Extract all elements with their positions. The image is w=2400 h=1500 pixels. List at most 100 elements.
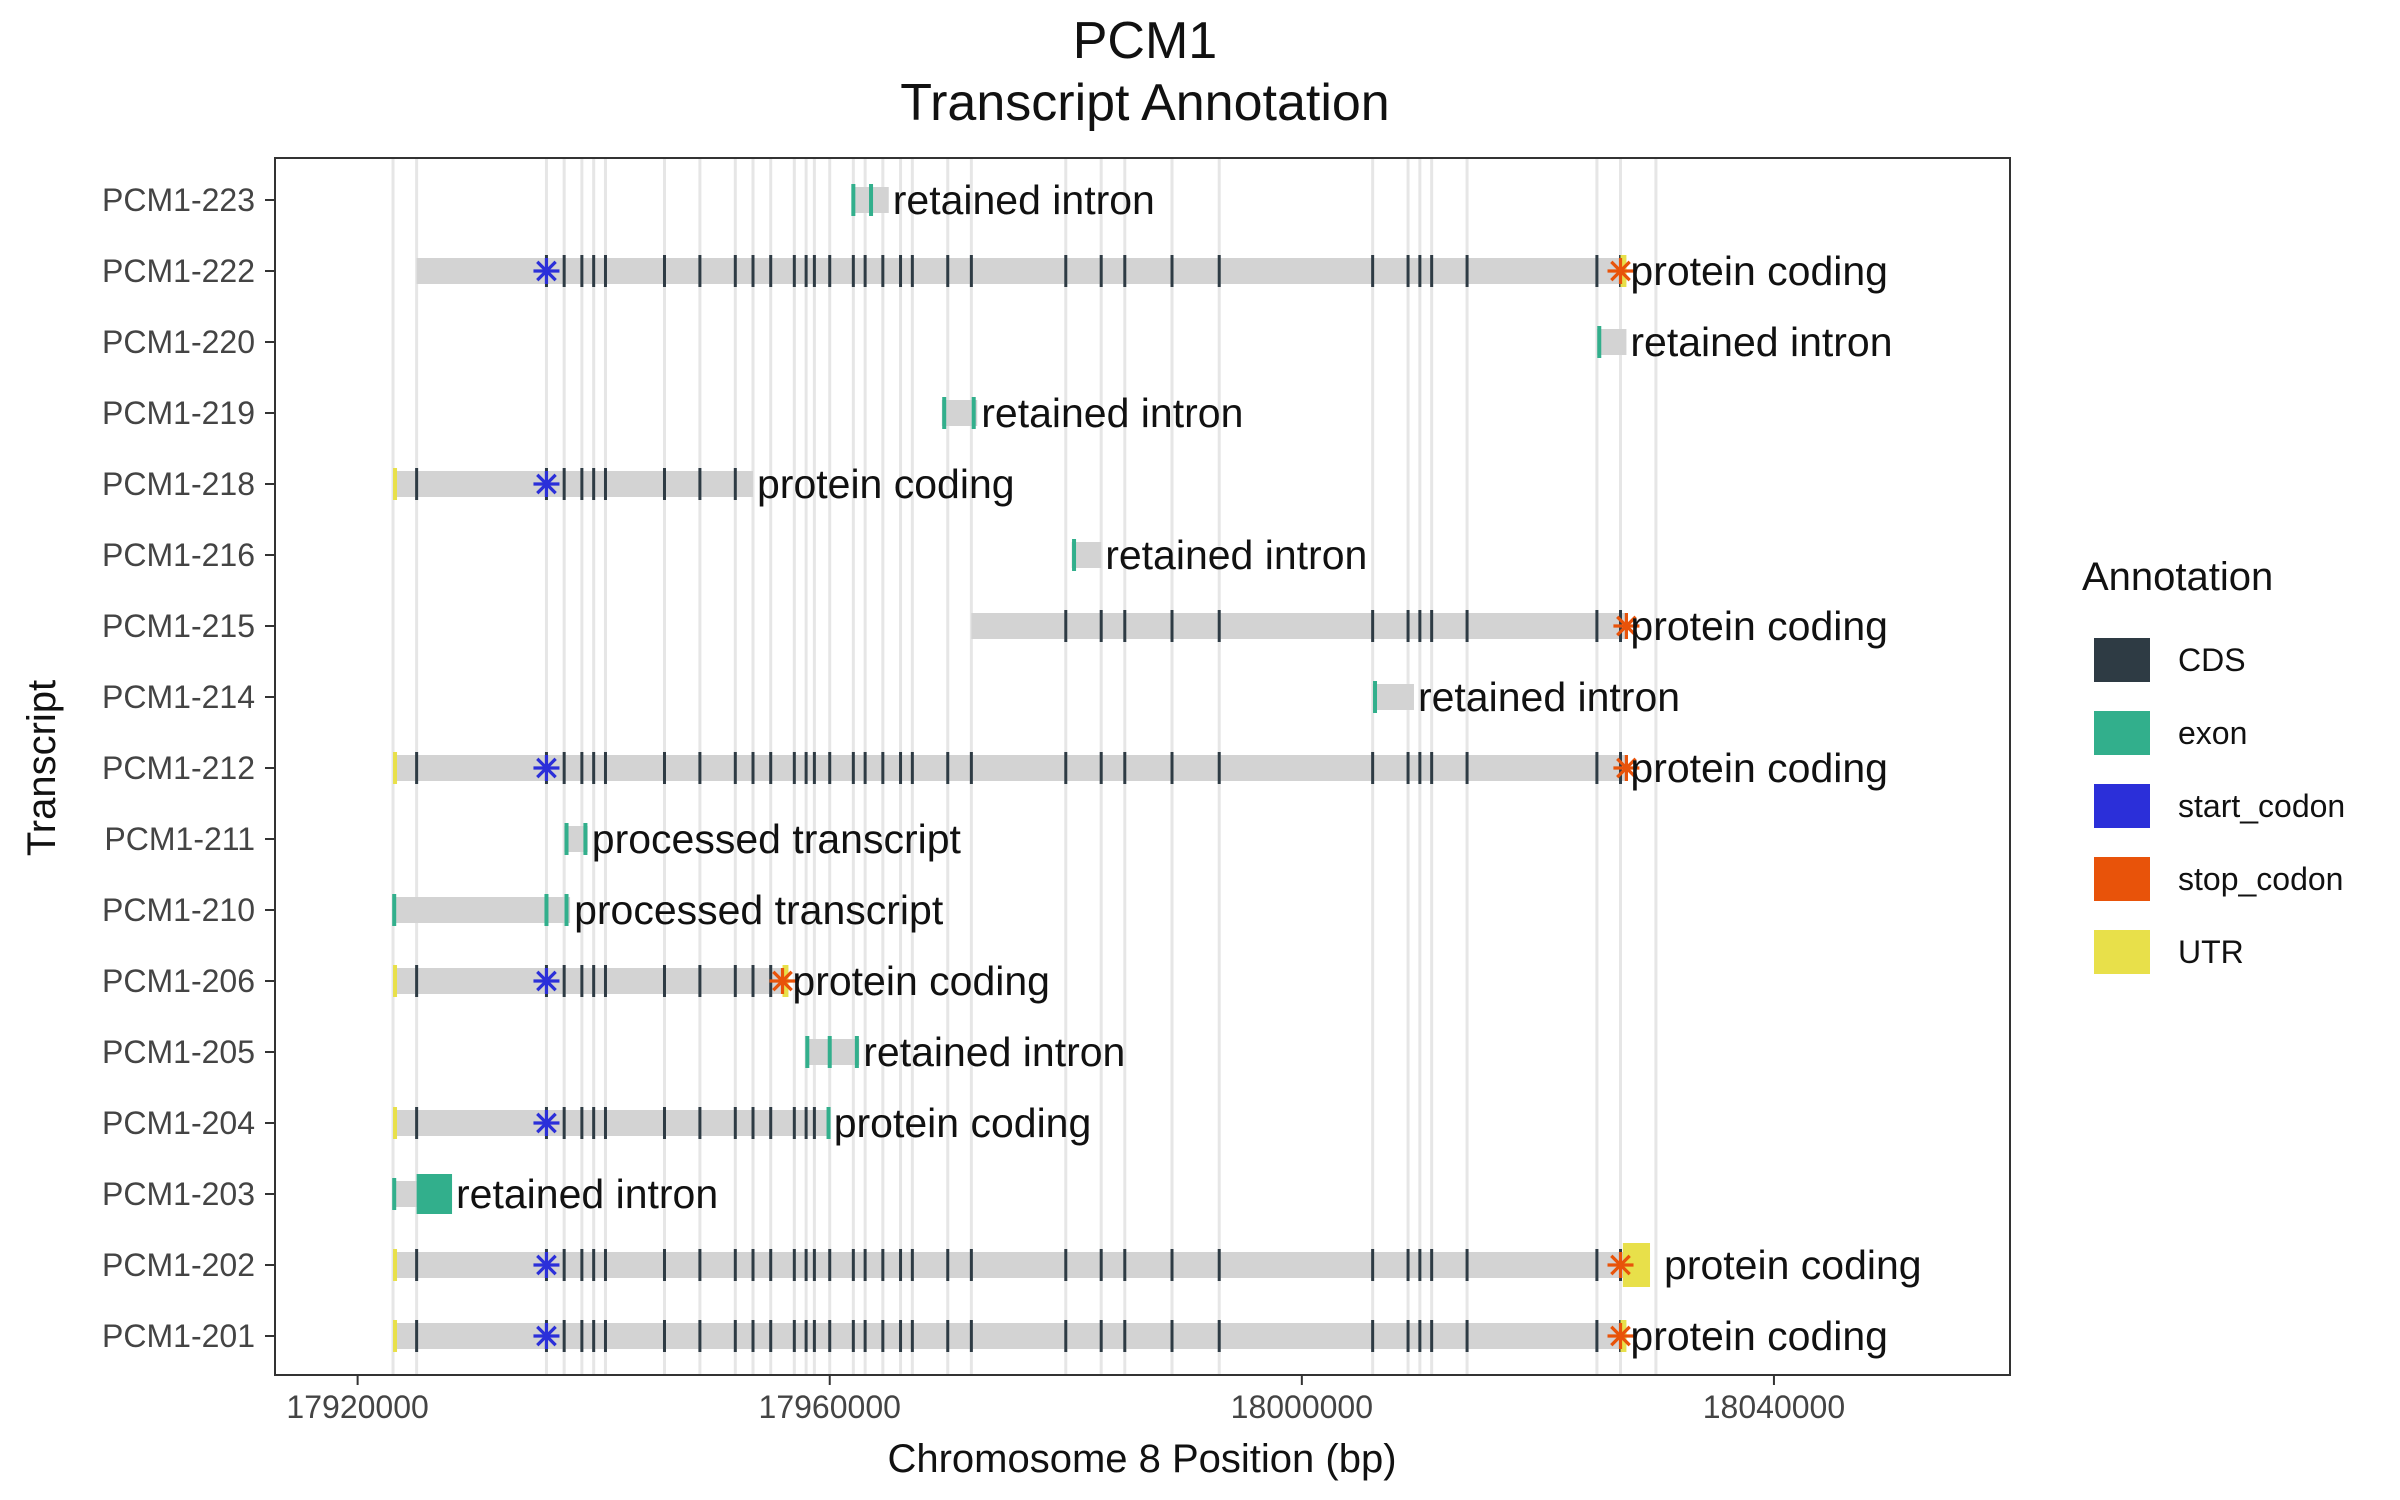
cds-block bbox=[1123, 1320, 1127, 1352]
x-tick-label: 17960000 bbox=[759, 1389, 901, 1425]
legend-label: start_codon bbox=[2178, 788, 2345, 824]
cds-block bbox=[733, 1320, 737, 1352]
y-tick-label: PCM1-211 bbox=[104, 821, 255, 857]
stop-codon-marker-stroke bbox=[1616, 615, 1637, 637]
cds-block bbox=[1064, 752, 1068, 784]
utr-block bbox=[393, 752, 398, 784]
cds-block bbox=[812, 1107, 816, 1139]
cds-block bbox=[1418, 255, 1422, 287]
exon-block bbox=[827, 1036, 832, 1068]
cds-block bbox=[698, 1320, 702, 1352]
start-codon-marker-stroke bbox=[536, 473, 557, 495]
utr-block bbox=[393, 468, 398, 500]
exon-block bbox=[1373, 681, 1378, 713]
y-tick-label: PCM1-212 bbox=[102, 750, 255, 786]
transcript-row: retained intron bbox=[1596, 319, 1893, 365]
cds-block bbox=[1123, 610, 1127, 642]
cds-block bbox=[662, 752, 666, 784]
cds-block bbox=[812, 1320, 816, 1352]
cds-block bbox=[562, 965, 566, 997]
cds-block bbox=[804, 752, 808, 784]
transcript-body bbox=[1596, 329, 1627, 355]
transcript-body bbox=[393, 471, 754, 497]
cds-block bbox=[751, 965, 755, 997]
cds-block bbox=[415, 965, 419, 997]
cds-block bbox=[1430, 752, 1434, 784]
exon-block bbox=[392, 894, 397, 926]
y-tick-label: PCM1-204 bbox=[102, 1105, 255, 1141]
y-tick-label: PCM1-216 bbox=[102, 537, 255, 573]
transcript-body bbox=[971, 613, 1627, 639]
biotype-label: retained intron bbox=[893, 177, 1155, 223]
cds-block bbox=[662, 1249, 666, 1281]
cds-block bbox=[969, 1249, 973, 1281]
biotype-label: retained intron bbox=[981, 390, 1243, 436]
cds-block bbox=[1406, 1249, 1410, 1281]
cds-block bbox=[792, 1107, 796, 1139]
cds-block bbox=[592, 1107, 596, 1139]
cds-block bbox=[792, 1320, 796, 1352]
cds-block bbox=[1217, 610, 1221, 642]
utr-block bbox=[393, 1107, 398, 1139]
cds-block bbox=[562, 255, 566, 287]
cds-block bbox=[1371, 255, 1375, 287]
chart-subtitle: Transcript Annotation bbox=[900, 74, 1389, 132]
cds-block bbox=[804, 1320, 808, 1352]
chart-title: PCM1 bbox=[1073, 12, 1217, 70]
cds-block bbox=[899, 1320, 903, 1352]
transcript-row: protein coding bbox=[393, 958, 1050, 1004]
cds-block bbox=[662, 468, 666, 500]
exon-block bbox=[854, 1036, 859, 1068]
biotype-label: processed transcript bbox=[592, 816, 962, 862]
cds-block bbox=[1595, 1320, 1599, 1352]
transcript-row: protein coding bbox=[393, 1313, 1888, 1359]
cds-block bbox=[1123, 752, 1127, 784]
start-codon-marker bbox=[533, 1323, 560, 1349]
x-tick-label: 17920000 bbox=[286, 1389, 428, 1425]
transcript-row: protein coding bbox=[393, 461, 1015, 507]
legend-title: Annotation bbox=[2082, 555, 2273, 599]
exon-block bbox=[869, 184, 874, 216]
transcript-body bbox=[416, 258, 1627, 284]
cds-block bbox=[946, 752, 950, 784]
cds-block bbox=[812, 1249, 816, 1281]
transcript-body bbox=[393, 897, 571, 923]
cds-block bbox=[415, 468, 419, 500]
transcript-body bbox=[393, 1323, 1627, 1349]
cds-block bbox=[969, 752, 973, 784]
cds-block bbox=[792, 752, 796, 784]
exon-block bbox=[416, 1174, 453, 1214]
cds-block bbox=[592, 752, 596, 784]
cds-block bbox=[863, 752, 867, 784]
transcript-body bbox=[393, 968, 789, 994]
cds-block bbox=[1371, 752, 1375, 784]
cds-block bbox=[804, 1249, 808, 1281]
cds-block bbox=[910, 752, 914, 784]
cds-block bbox=[562, 1249, 566, 1281]
cds-block bbox=[415, 752, 419, 784]
cds-block bbox=[804, 1107, 808, 1139]
cds-block bbox=[881, 255, 885, 287]
legend-swatch bbox=[2094, 930, 2150, 974]
cds-block bbox=[1170, 752, 1174, 784]
cds-block bbox=[1217, 255, 1221, 287]
cds-block bbox=[899, 255, 903, 287]
cds-block bbox=[603, 1320, 607, 1352]
y-tick-label: PCM1-219 bbox=[102, 395, 255, 431]
cds-block bbox=[828, 1249, 832, 1281]
utr-block bbox=[393, 1320, 398, 1352]
cds-block bbox=[1371, 1320, 1375, 1352]
biotype-label: processed transcript bbox=[574, 887, 944, 933]
start-codon-marker-stroke bbox=[536, 1325, 557, 1347]
transcript-body bbox=[393, 755, 1627, 781]
transcript-body bbox=[564, 826, 588, 852]
cds-block bbox=[733, 1249, 737, 1281]
cds-block bbox=[751, 1249, 755, 1281]
cds-block bbox=[828, 752, 832, 784]
legend-label: exon bbox=[2178, 715, 2247, 751]
stop-codon-marker bbox=[1607, 1252, 1634, 1278]
y-tick-label: PCM1-205 bbox=[102, 1034, 255, 1070]
y-tick-label: PCM1-210 bbox=[102, 892, 255, 928]
start-codon-marker bbox=[533, 471, 560, 497]
cds-block bbox=[662, 1107, 666, 1139]
